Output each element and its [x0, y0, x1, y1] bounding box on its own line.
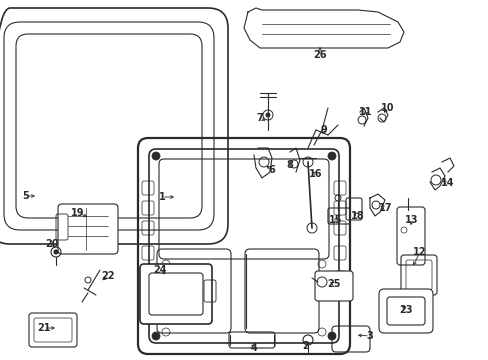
Text: 6: 6 [268, 165, 275, 175]
Text: 3: 3 [366, 331, 373, 341]
FancyBboxPatch shape [29, 313, 77, 347]
Text: 11: 11 [359, 107, 372, 117]
FancyBboxPatch shape [378, 289, 432, 333]
Text: 5: 5 [22, 191, 29, 201]
Text: 25: 25 [326, 279, 340, 289]
Text: 26: 26 [313, 50, 326, 60]
Text: 23: 23 [398, 305, 412, 315]
Text: 7: 7 [256, 113, 263, 123]
Text: 12: 12 [412, 247, 426, 257]
Circle shape [327, 152, 335, 160]
Text: 18: 18 [350, 211, 364, 221]
Polygon shape [369, 194, 384, 216]
Circle shape [327, 332, 335, 340]
FancyBboxPatch shape [58, 204, 118, 254]
Text: 24: 24 [153, 265, 166, 275]
FancyBboxPatch shape [140, 264, 212, 324]
Text: 20: 20 [45, 239, 59, 249]
FancyBboxPatch shape [314, 271, 352, 301]
Text: 9: 9 [320, 125, 326, 135]
Text: 16: 16 [308, 169, 322, 179]
Text: 22: 22 [101, 271, 115, 281]
Text: 14: 14 [440, 178, 454, 188]
Text: 21: 21 [37, 323, 51, 333]
Text: 10: 10 [381, 103, 394, 113]
Text: 13: 13 [405, 215, 418, 225]
Circle shape [54, 250, 58, 254]
Circle shape [265, 113, 269, 117]
Circle shape [152, 152, 160, 160]
Circle shape [152, 332, 160, 340]
Text: 4: 4 [250, 343, 257, 353]
Text: 1: 1 [158, 192, 165, 202]
Text: 2: 2 [302, 341, 309, 351]
Text: 19: 19 [71, 208, 84, 218]
Text: 8: 8 [286, 160, 293, 170]
Text: 15: 15 [328, 215, 342, 225]
Text: 17: 17 [379, 203, 392, 213]
Polygon shape [244, 8, 403, 48]
